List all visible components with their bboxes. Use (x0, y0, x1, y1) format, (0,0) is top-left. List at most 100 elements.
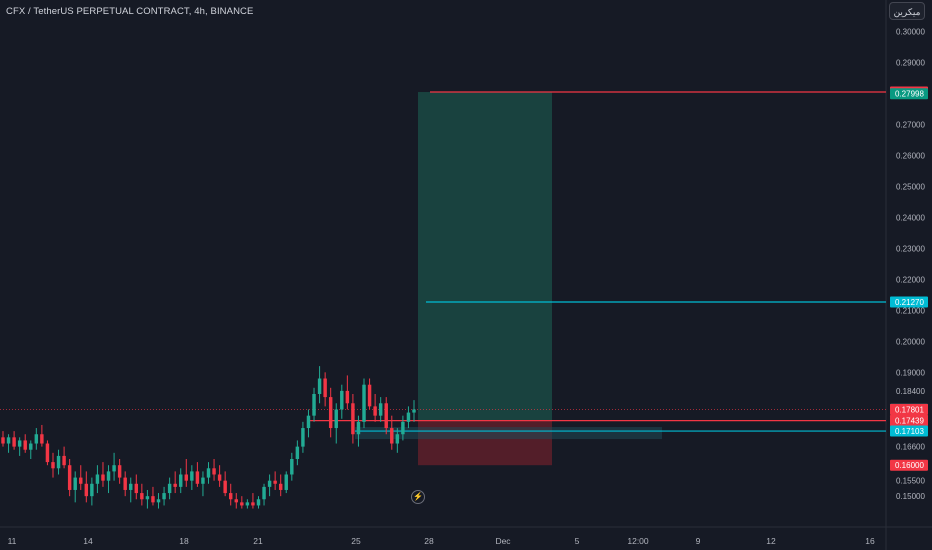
candle-body (390, 428, 394, 444)
candle-body (23, 440, 27, 450)
price-tag-label: 0.16000 (895, 461, 924, 470)
price-tag (890, 415, 928, 427)
candle-body (378, 403, 383, 416)
price-tag (890, 459, 928, 471)
candle-body (284, 474, 288, 490)
price-tick-label: 0.19000 (896, 368, 925, 377)
symbol-title: CFX / TetherUS PERPETUAL CONTRACT, 4h, B… (6, 6, 254, 17)
price-tick-label: 0.22000 (896, 275, 925, 284)
price-tag-label: 0.17801 (895, 405, 924, 414)
target-zone (418, 92, 552, 421)
price-tag (890, 296, 928, 308)
candle-body (251, 502, 255, 506)
time-tick-label: 14 (83, 536, 93, 546)
candle-body (373, 406, 377, 416)
brand-badge[interactable]: میکرین (889, 2, 925, 20)
candle-body (145, 496, 150, 500)
candle-body (162, 493, 166, 500)
candle-body (317, 378, 322, 394)
lightning-bolt-icon[interactable]: ⚡ (411, 490, 425, 504)
candle-body (367, 384, 372, 407)
price-tag-label: 0.17439 (895, 417, 924, 426)
candle-body (151, 496, 155, 503)
candle-body (362, 384, 366, 422)
price-tick-label: 0.29000 (896, 59, 925, 68)
price-tick-label: 0.30000 (896, 28, 925, 37)
candle-body (267, 480, 272, 487)
candle-body (123, 477, 127, 490)
price-tag (890, 88, 928, 100)
candle-body (223, 480, 227, 494)
candle-body (395, 434, 400, 444)
candle-body (51, 462, 55, 469)
price-tag-label: 0.17103 (895, 427, 924, 436)
candle-body (40, 434, 44, 444)
candle-body (134, 483, 139, 494)
time-tick-label: 28 (424, 536, 434, 546)
candle-body (412, 409, 416, 413)
candle-body (312, 393, 316, 416)
time-tick-label: 11 (8, 536, 17, 546)
candle-body (6, 437, 11, 444)
candle-body (179, 474, 183, 487)
candle-body (345, 390, 350, 404)
support-zone (355, 427, 662, 440)
candle-body (129, 483, 133, 490)
price-tick-label: 0.21000 (896, 306, 925, 315)
price-tick-label: 0.16600 (896, 443, 925, 452)
candle-body (1, 437, 5, 444)
candle-body (201, 477, 205, 484)
time-tick-label: 25 (351, 536, 361, 546)
price-tick-label: 0.15000 (896, 492, 925, 501)
candle-body (334, 409, 338, 429)
candle-body (56, 455, 61, 469)
time-tick-label: 21 (253, 536, 263, 546)
time-tick-label: 12:00 (627, 536, 649, 546)
candle-body (323, 378, 327, 398)
price-tag (890, 403, 928, 415)
candle-body (212, 468, 216, 475)
candle-body (156, 499, 161, 503)
candle-body (384, 403, 388, 429)
candle-body (290, 459, 294, 475)
price-tick-label: 0.24000 (896, 214, 925, 223)
candle-body (184, 474, 189, 481)
candle-body (401, 421, 405, 435)
candle-body (106, 471, 111, 481)
candle-body (73, 477, 77, 490)
candle-body (140, 493, 144, 500)
candle-body (234, 499, 238, 503)
candle-body (273, 480, 277, 484)
time-tick-label: 16 (865, 536, 875, 546)
candle-body (217, 474, 222, 481)
price-tag-label: 0.27998 (895, 90, 924, 99)
candle-body (328, 397, 333, 429)
candle-body (173, 483, 177, 487)
candle-body (45, 443, 50, 463)
price-tick-label: 0.20000 (896, 337, 925, 346)
time-tick-label: 12 (766, 536, 776, 546)
candle-body (228, 493, 233, 500)
candle-body (406, 412, 411, 422)
candle-body (301, 428, 305, 447)
candle-body (356, 421, 361, 435)
candle-body (112, 465, 116, 472)
candle-body (245, 502, 250, 506)
candle-body (195, 471, 200, 484)
candle-body (17, 440, 22, 447)
candle-body (62, 455, 66, 466)
price-tick-label: 0.26000 (896, 152, 925, 161)
candle-body (206, 468, 211, 478)
candle-body (167, 483, 172, 494)
candle-body (278, 483, 283, 490)
candle-body (29, 443, 33, 450)
candle-body (95, 474, 100, 484)
candle-body (12, 437, 16, 447)
candle-body (262, 486, 266, 500)
candle-body (295, 446, 300, 460)
candle-body (240, 502, 244, 506)
time-tick-label: 18 (179, 536, 189, 546)
price-tag (890, 425, 928, 437)
candle-body (117, 465, 122, 478)
